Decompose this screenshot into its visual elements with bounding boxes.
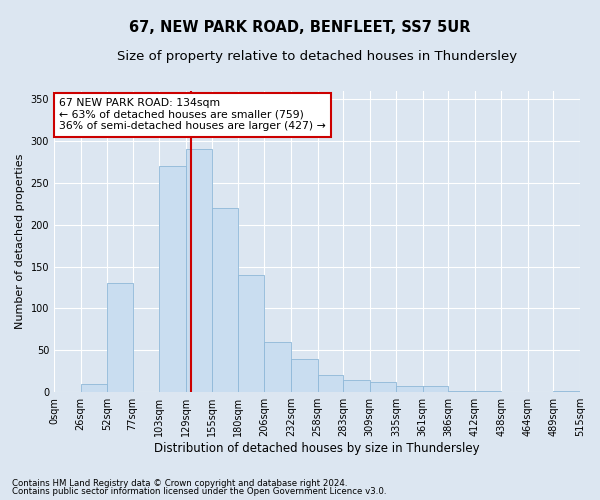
Bar: [291, 358, 317, 392]
Bar: [396, 386, 423, 392]
Y-axis label: Number of detached properties: Number of detached properties: [15, 154, 25, 329]
Text: 67 NEW PARK ROAD: 134sqm
← 63% of detached houses are smaller (759)
36% of semi-: 67 NEW PARK ROAD: 134sqm ← 63% of detach…: [59, 98, 326, 132]
Bar: [238, 275, 265, 392]
Bar: [186, 149, 212, 392]
Text: 67, NEW PARK ROAD, BENFLEET, SS7 5UR: 67, NEW PARK ROAD, BENFLEET, SS7 5UR: [129, 20, 471, 35]
Bar: [343, 380, 370, 392]
Bar: [80, 384, 107, 392]
Bar: [265, 342, 291, 392]
Text: Contains public sector information licensed under the Open Government Licence v3: Contains public sector information licen…: [12, 487, 386, 496]
Bar: [370, 382, 396, 392]
Bar: [448, 390, 475, 392]
Bar: [475, 390, 502, 392]
Bar: [423, 386, 448, 392]
Bar: [212, 208, 238, 392]
X-axis label: Distribution of detached houses by size in Thundersley: Distribution of detached houses by size …: [154, 442, 480, 455]
Bar: [553, 390, 580, 392]
Text: Contains HM Land Registry data © Crown copyright and database right 2024.: Contains HM Land Registry data © Crown c…: [12, 478, 347, 488]
Bar: [317, 376, 343, 392]
Title: Size of property relative to detached houses in Thundersley: Size of property relative to detached ho…: [117, 50, 517, 63]
Bar: [159, 166, 186, 392]
Bar: [107, 284, 133, 392]
